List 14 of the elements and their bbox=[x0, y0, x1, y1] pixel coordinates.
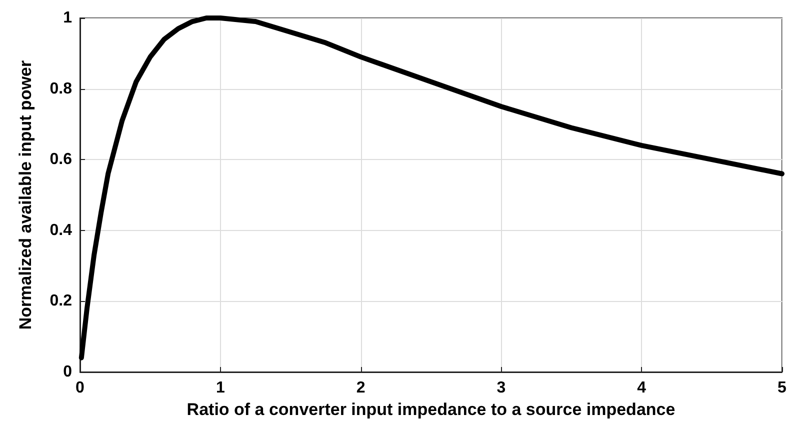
y-axis-title: Normalized available input power bbox=[16, 60, 35, 330]
y-tick-label: 0.2 bbox=[50, 292, 72, 310]
x-tick-label: 0 bbox=[76, 380, 85, 396]
y-tick-label: 0 bbox=[63, 364, 72, 380]
x-tick-label: 4 bbox=[637, 380, 646, 396]
x-tick-label: 5 bbox=[778, 380, 787, 396]
y-tick-label: 1 bbox=[63, 10, 72, 26]
y-tick-label: 0.8 bbox=[50, 80, 72, 98]
y-tick-label: 0.6 bbox=[50, 151, 72, 168]
x-tick-label: 3 bbox=[496, 380, 506, 396]
x-tick-label: 1 bbox=[216, 380, 225, 396]
x-axis-title: Ratio of a converter input impedance to a source impedance bbox=[186, 400, 676, 419]
y-tick-label: 0.4 bbox=[50, 222, 72, 239]
x-tick-label: 2 bbox=[356, 380, 366, 396]
